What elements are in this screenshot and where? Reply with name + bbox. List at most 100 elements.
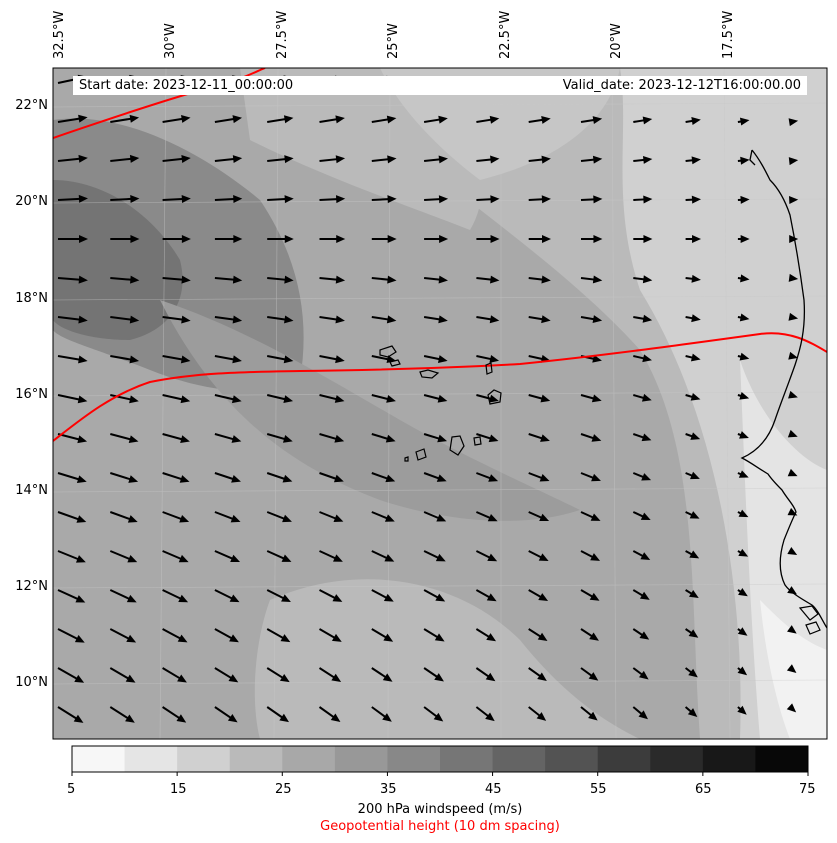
wind-arrow-head [739, 313, 750, 322]
colorbar-label: 200 hPa windspeed (m/s) [357, 802, 523, 817]
wind-arrow-head [233, 235, 243, 243]
wind-arrow-head [592, 315, 603, 324]
wind-arrow-head [490, 275, 500, 284]
wind-arrow-shaft [162, 355, 185, 361]
wind-arrow-head [331, 633, 342, 642]
wind-arrow-shaft [371, 355, 391, 361]
wind-arrow-head [180, 435, 190, 443]
wind-arrow-head [690, 471, 700, 480]
wind-arrow-shaft [214, 706, 234, 720]
wind-arrow-shaft [319, 316, 340, 321]
wind-arrow-head [125, 674, 136, 683]
wind-arrow-shaft [371, 394, 391, 401]
wind-arrow-head [691, 274, 701, 283]
wind-arrow-head [438, 195, 449, 204]
wind-arrow-shaft [110, 355, 134, 361]
wind-arrow-head [787, 429, 798, 438]
wind-arrow-head [434, 673, 444, 682]
wind-arrow-head [489, 355, 500, 363]
wind-arrow-head [127, 555, 138, 563]
map-frame [52, 67, 828, 740]
wind-arrow-shaft [371, 433, 391, 441]
wind-arrow-head [641, 433, 652, 442]
wind-arrow-head [691, 314, 701, 323]
wind-arrow-head [641, 473, 652, 481]
lon-label: 30°W [163, 23, 178, 59]
wind-arrow-head [232, 155, 243, 164]
wind-arrow-head [640, 512, 651, 521]
colorbar-tick-label: 65 [695, 782, 712, 797]
wind-arrow-head [787, 586, 797, 595]
wind-arrow-head [691, 117, 701, 125]
wind-arrow-shaft [267, 316, 288, 321]
lat-label: 16°N [15, 387, 48, 402]
wind-arrow-head [333, 474, 344, 483]
wind-arrow-head [691, 156, 701, 165]
wind-arrow-shaft [371, 277, 391, 281]
wind-arrow-head [589, 632, 599, 641]
wind-arrow-head [385, 474, 396, 483]
wind-arrow-head [786, 664, 797, 674]
wind-arrow-head [77, 435, 88, 444]
wind-arrow-head [180, 395, 191, 404]
wind-arrow-head [737, 627, 748, 636]
wind-arrow-head [688, 589, 699, 599]
wind-arrow-head [537, 672, 547, 681]
wind-arrow-shaft [266, 550, 287, 561]
wind-arrow-head [74, 674, 85, 683]
wind-arrow-shaft [266, 472, 287, 481]
windspeed-region-20c [254, 579, 640, 739]
wind-arrow-shaft [57, 394, 82, 401]
wind-arrow-head [788, 118, 799, 127]
wind-arrow-shaft [423, 667, 440, 679]
wind-arrow-head [689, 511, 700, 519]
wind-arrow-shaft [109, 511, 133, 521]
wind-arrow-head [640, 552, 651, 560]
colorbar-tick-label: 55 [590, 782, 607, 797]
wind-arrow-head [282, 514, 292, 523]
wind-arrow-head [281, 554, 292, 562]
wind-arrow-head [78, 114, 88, 123]
wind-arrow-head [539, 513, 550, 522]
wind-arrow-head [639, 591, 650, 600]
wind-arrow-head [129, 355, 140, 364]
wind-arrow-head [181, 275, 191, 284]
wind-arrow-head [181, 155, 191, 163]
wind-arrow-shaft [110, 316, 134, 321]
wind-arrow-shaft [57, 157, 82, 162]
wind-arrow-shaft [214, 277, 237, 281]
wind-arrow-head [639, 631, 650, 640]
wind-arrow-head [127, 515, 138, 523]
wind-arrow-head [592, 354, 602, 363]
wind-arrow-shaft [57, 628, 80, 641]
wind-arrow-head [738, 509, 749, 518]
wind-arrow-head [229, 634, 239, 643]
wind-arrow-head [488, 474, 499, 482]
wind-arrow-head [232, 355, 242, 364]
wind-arrow-shaft [371, 511, 390, 521]
colorbar-swatch [440, 746, 494, 772]
wind-arrow-shaft [267, 197, 288, 201]
wind-arrow-shaft [319, 589, 338, 600]
wind-arrow-shaft [267, 355, 288, 361]
wind-arrow-head [691, 195, 702, 204]
colorbar-swatch [387, 746, 441, 772]
wind-arrow-head [788, 351, 798, 360]
wind-arrow-shaft [110, 157, 134, 162]
wind-arrow-head [181, 194, 191, 203]
wind-arrow-head [178, 594, 189, 603]
colorbar-frame [71, 745, 809, 773]
wind-arrow-head [228, 674, 239, 683]
wind-arrow-head [232, 115, 242, 124]
wind-arrow-shaft [162, 394, 185, 401]
wind-arrow-head [642, 354, 652, 363]
wind-arrow-head [590, 553, 601, 561]
wind-arrow-head [593, 195, 603, 204]
wind-arrow-head [590, 513, 601, 521]
wind-arrow-head [77, 395, 88, 404]
wind-arrow-head [282, 435, 293, 443]
wind-arrow-head [231, 435, 242, 443]
wind-arrow-shaft [371, 316, 391, 321]
wind-arrow-shaft [266, 628, 286, 641]
wind-arrow-head [279, 713, 290, 723]
